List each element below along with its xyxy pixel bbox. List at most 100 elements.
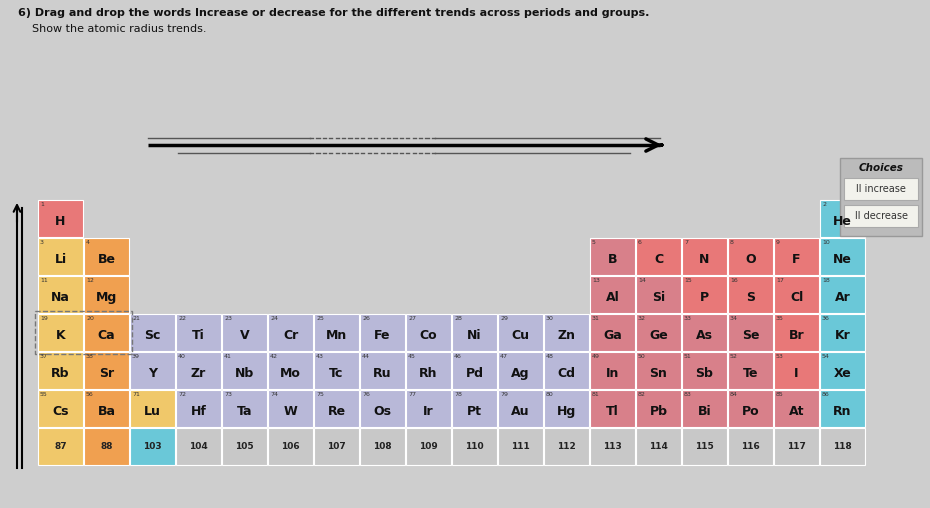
Text: I: I [794, 367, 799, 380]
Bar [38, 314, 83, 351]
Text: 37: 37 [40, 354, 48, 359]
Bar [84, 428, 129, 465]
Bar [728, 238, 773, 275]
Text: 73: 73 [224, 392, 232, 397]
Text: Cu: Cu [512, 329, 529, 342]
Text: 20: 20 [86, 316, 94, 321]
Text: 52: 52 [730, 354, 737, 359]
Bar [268, 390, 313, 427]
Text: 9: 9 [776, 240, 780, 245]
Bar [176, 352, 221, 389]
Bar [636, 428, 681, 465]
Bar [728, 390, 773, 427]
Text: 30: 30 [546, 316, 554, 321]
Text: 56: 56 [86, 392, 94, 397]
Text: 115: 115 [695, 442, 714, 451]
Bar [544, 428, 589, 465]
Text: 85: 85 [776, 392, 784, 397]
Text: Ag: Ag [512, 367, 530, 380]
Text: Re: Re [327, 405, 346, 418]
Text: 55: 55 [40, 392, 47, 397]
Text: Bi: Bi [698, 405, 711, 418]
Text: Ta: Ta [237, 405, 252, 418]
Bar [774, 276, 819, 313]
Text: Y: Y [148, 367, 157, 380]
Text: Be: Be [98, 253, 115, 266]
Text: 23: 23 [224, 316, 232, 321]
Bar [452, 428, 497, 465]
Bar [222, 352, 267, 389]
Bar [636, 238, 681, 275]
Text: 16: 16 [730, 278, 737, 283]
Text: 18: 18 [822, 278, 830, 283]
Text: 19: 19 [40, 316, 47, 321]
Text: 14: 14 [638, 278, 645, 283]
Bar [406, 428, 451, 465]
Bar [774, 238, 819, 275]
Bar [38, 352, 83, 389]
Text: 44: 44 [362, 354, 370, 359]
Bar [452, 352, 497, 389]
Text: 1: 1 [40, 202, 44, 207]
Text: 2: 2 [822, 202, 826, 207]
Text: Sr: Sr [99, 367, 114, 380]
Bar [360, 314, 405, 351]
Bar [728, 428, 773, 465]
Text: 41: 41 [224, 354, 232, 359]
Text: Fe: Fe [374, 329, 391, 342]
Bar [636, 314, 681, 351]
Text: Ba: Ba [98, 405, 115, 418]
Text: Xe: Xe [833, 367, 851, 380]
Text: Tc: Tc [329, 367, 344, 380]
Text: 118: 118 [833, 442, 852, 451]
Bar [840, 158, 922, 236]
Text: 48: 48 [546, 354, 554, 359]
Bar [544, 314, 589, 351]
Text: At: At [789, 405, 804, 418]
Text: Lu: Lu [144, 405, 161, 418]
Text: 54: 54 [822, 354, 830, 359]
Text: 38: 38 [86, 354, 94, 359]
Bar [268, 352, 313, 389]
Text: 83: 83 [684, 392, 692, 397]
Text: 53: 53 [776, 354, 784, 359]
Bar [820, 276, 865, 313]
Bar [360, 390, 405, 427]
Text: ll decrease: ll decrease [855, 211, 908, 221]
Bar [774, 314, 819, 351]
Bar [636, 390, 681, 427]
Text: Na: Na [51, 291, 70, 304]
Text: 35: 35 [776, 316, 784, 321]
Text: 76: 76 [362, 392, 370, 397]
Text: 78: 78 [454, 392, 462, 397]
Bar [360, 428, 405, 465]
Text: Zn: Zn [557, 329, 576, 342]
Bar [222, 428, 267, 465]
Text: Mg: Mg [96, 291, 117, 304]
Bar [314, 314, 359, 351]
Text: 7: 7 [684, 240, 688, 245]
Bar [84, 276, 129, 313]
Bar [130, 428, 175, 465]
Text: Ti: Ti [193, 329, 205, 342]
Bar [844, 178, 918, 200]
Text: 28: 28 [454, 316, 462, 321]
Text: Sb: Sb [696, 367, 713, 380]
Text: 72: 72 [178, 392, 186, 397]
Bar [314, 352, 359, 389]
Bar [130, 314, 175, 351]
Bar [176, 390, 221, 427]
Text: Co: Co [419, 329, 437, 342]
Text: 88: 88 [100, 442, 113, 451]
Text: 79: 79 [500, 392, 508, 397]
Text: 104: 104 [189, 442, 208, 451]
Bar [176, 428, 221, 465]
Text: P: P [700, 291, 709, 304]
Text: 29: 29 [500, 316, 508, 321]
Bar [682, 314, 727, 351]
Text: Au: Au [512, 405, 530, 418]
Text: Cr: Cr [283, 329, 299, 342]
Bar [360, 352, 405, 389]
Text: Se: Se [742, 329, 759, 342]
Text: 71: 71 [132, 392, 140, 397]
